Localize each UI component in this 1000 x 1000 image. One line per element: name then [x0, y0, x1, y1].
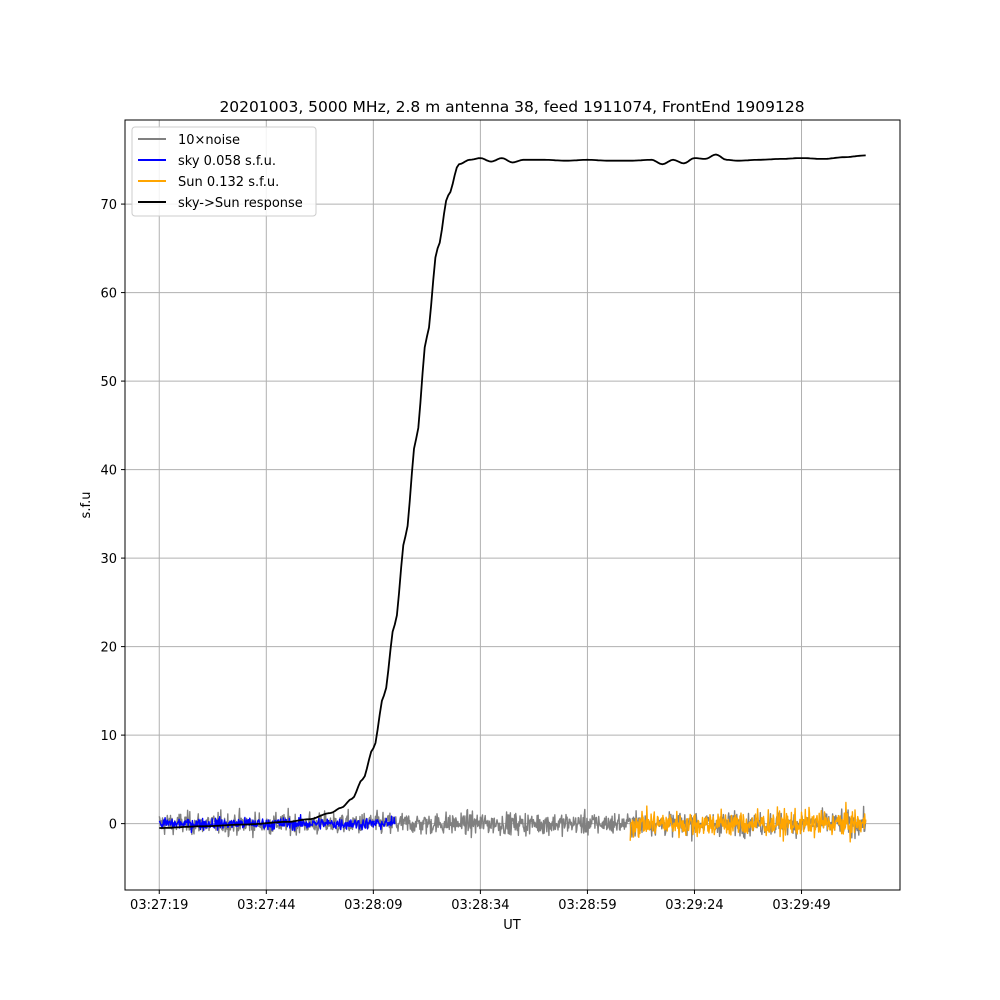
y-tick-label: 70: [100, 198, 117, 213]
plot-area: 03:27:19 03:27:44 03:28:09 03:28:34 03:28:59…: [100, 119, 901, 913]
x-axis: 03:27:19 03:27:44 03:28:09 03:28:34 03:28:59…: [130, 890, 831, 913]
x-tick-label: 03:28:09: [344, 898, 402, 913]
series-line-3: [159, 153, 866, 829]
x-tick-label: 03:28:34: [451, 898, 509, 913]
series-line-2: [629, 801, 867, 843]
x-tick-label: 03:27:19: [130, 898, 188, 913]
y-tick-label: 20: [100, 641, 117, 656]
x-tick-label: 03:27:44: [237, 898, 295, 913]
y-tick-label: 0: [109, 818, 117, 833]
y-tick-label: 10: [100, 729, 117, 744]
legend-label: Sun 0.132 s.f.u.: [178, 175, 279, 190]
y-tick-label: 40: [100, 464, 117, 479]
legend: 10×noise sky 0.058 s.f.u. Sun 0.132 s.f.u.…: [131, 126, 317, 217]
y-tick-label: 60: [100, 287, 117, 302]
legend-box: [131, 126, 317, 217]
plot-frame: [124, 119, 901, 891]
y-axis: 0 10 20 30 40 50 60 70: [100, 198, 125, 833]
x-tick-label: 03:28:59: [558, 898, 616, 913]
legend-label: sky 0.058 s.f.u.: [178, 154, 276, 169]
y-tick-label: 50: [100, 375, 117, 390]
series-layer: [158, 153, 867, 843]
chart-title: 20201003, 5000 MHz, 2.8 m antenna 38, fe…: [219, 98, 804, 116]
y-tick-label: 30: [100, 552, 117, 567]
legend-label: 10×noise: [178, 133, 240, 148]
y-axis-label: s.f.u: [79, 492, 94, 519]
x-tick-label: 03:29:49: [772, 898, 830, 913]
x-tick-label: 03:29:24: [665, 898, 723, 913]
legend-label: sky->Sun response: [178, 196, 303, 211]
x-axis-label: UT: [503, 918, 521, 933]
